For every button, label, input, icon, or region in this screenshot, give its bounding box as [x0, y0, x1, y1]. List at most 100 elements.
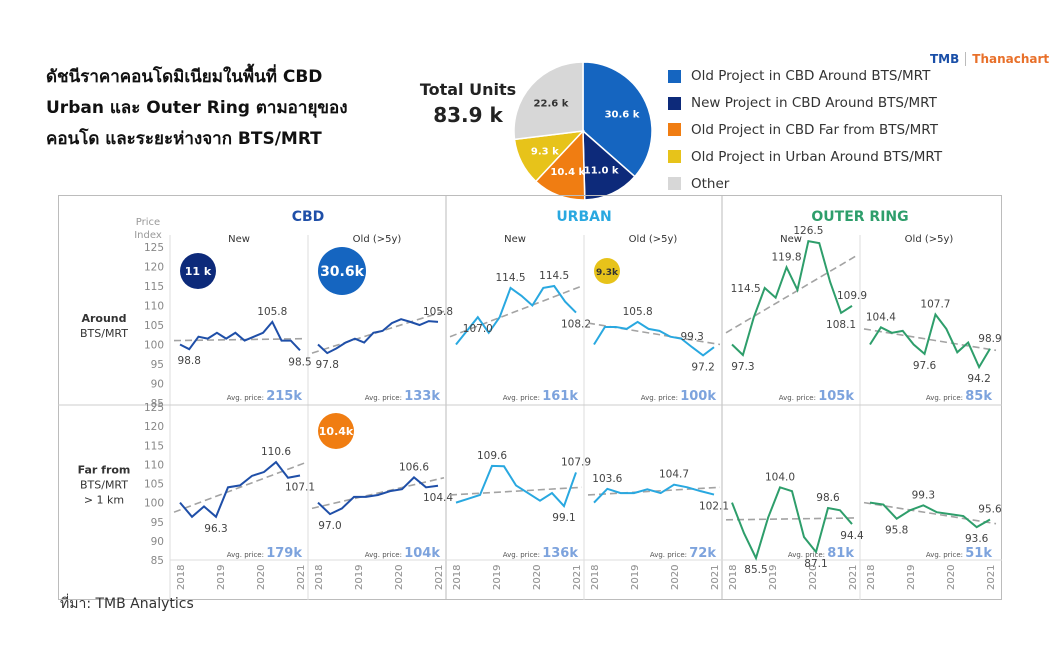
pie-legend: Old Project in CBD Around BTS/MRT New Pr…: [668, 63, 942, 197]
y-tick-label: 110: [144, 459, 164, 471]
y-tick-label: 125: [144, 242, 164, 254]
avg-price: Avg. price: 51k: [926, 546, 993, 561]
index-line: [593, 483, 715, 504]
legend-label: New Project in CBD Around BTS/MRT: [691, 95, 937, 112]
tmb-logo: TMB: [930, 52, 960, 66]
pie-slice-label: 9.3 k: [531, 146, 559, 157]
avg-price-value: 81k: [827, 546, 854, 561]
data-label: 98.9: [978, 333, 1001, 345]
y-tick-label: 100: [144, 340, 164, 352]
legend-label: Old Project in Urban Around BTS/MRT: [691, 148, 943, 165]
x-tick-label: 2021: [710, 565, 721, 590]
y-tick-label: 105: [144, 479, 164, 491]
legend-swatch: [668, 150, 681, 164]
x-tick-label: 2019: [354, 565, 365, 590]
avg-price: Avg. price: 179k: [227, 546, 303, 561]
pie-slice-label: 11.0 k: [584, 166, 619, 177]
y-tick-label: 85: [151, 555, 164, 567]
index-line: [179, 460, 301, 519]
avg-price: Avg. price: 104k: [365, 546, 441, 561]
legend-label: Old Project in CBD Far from BTS/MRT: [691, 121, 938, 138]
avg-price-prefix: Avg. price:: [503, 394, 542, 402]
x-tick-label: 2018: [866, 565, 877, 590]
brand-logo: TMB Thanachart: [930, 52, 1049, 66]
data-label: 97.8: [316, 359, 339, 371]
x-tick-label: 2018: [176, 565, 187, 590]
data-label: 98.6: [816, 492, 840, 504]
avg-price-value: 133k: [404, 389, 440, 404]
data-label: 93.6: [965, 533, 989, 545]
data-label: 107.9: [561, 456, 591, 468]
legend-item: Old Project in CBD Around BTS/MRT: [668, 63, 942, 90]
data-label: 95.6: [978, 503, 1002, 515]
brand-divider: [965, 52, 967, 66]
index-line: [731, 486, 853, 561]
x-tick-label: 2021: [572, 565, 583, 590]
avg-price: Avg. price: 85k: [926, 389, 993, 404]
unit-badge: [594, 258, 620, 284]
avg-price-value: 104k: [404, 546, 440, 561]
column-label: Old (>5y): [353, 234, 402, 245]
x-tick-label: 2019: [216, 565, 227, 590]
data-label: 99.3: [912, 489, 935, 501]
index-line: [593, 320, 715, 357]
row-label: Far from: [78, 464, 131, 477]
avg-price: Avg. price: 81k: [788, 546, 855, 561]
pie-slice: [513, 61, 584, 141]
title-line: คอนโด และระยะห่างจาก BTS/MRT: [46, 129, 322, 149]
x-tick-label: 2021: [296, 565, 307, 590]
unit-badge: [180, 253, 216, 289]
data-label: 109.6: [477, 450, 507, 462]
trend-line: [449, 486, 583, 496]
x-tick-label: 2018: [728, 565, 739, 590]
x-tick-label: 2020: [532, 565, 543, 590]
x-tick-label: 2020: [946, 565, 957, 590]
data-label: 97.0: [318, 520, 341, 532]
avg-price-value: 179k: [266, 546, 302, 561]
avg-price-prefix: Avg. price:: [227, 394, 266, 402]
avg-price-value: 161k: [542, 389, 578, 404]
index-line: [869, 312, 991, 370]
index-line: [455, 464, 577, 508]
trend-line: [449, 285, 583, 338]
y-axis-title: Index: [134, 230, 162, 241]
avg-price-value: 85k: [965, 389, 992, 404]
data-label: 96.3: [204, 523, 227, 535]
x-tick-label: 2021: [848, 565, 859, 590]
x-tick-label: 2019: [630, 565, 641, 590]
x-tick-label: 2019: [906, 565, 917, 590]
y-tick-label: 120: [144, 421, 164, 433]
index-line: [731, 239, 853, 357]
unit-badge: [318, 413, 354, 449]
x-tick-label: 2018: [452, 565, 463, 590]
avg-price-value: 215k: [266, 389, 302, 404]
x-tick-label: 2019: [492, 565, 503, 590]
x-tick-label: 2020: [670, 565, 681, 590]
data-label: 99.1: [552, 512, 575, 524]
avg-price-value: 72k: [689, 546, 716, 561]
x-tick-label: 2021: [296, 565, 307, 590]
data-label: 104.4: [423, 492, 453, 504]
data-label: 85.5: [744, 564, 767, 576]
data-label: 108.1: [826, 319, 856, 331]
data-label: 107.7: [920, 298, 950, 310]
x-tick-label: 2018: [866, 565, 877, 590]
y-tick-label: 95: [151, 359, 164, 371]
legend-label: Old Project in CBD Around BTS/MRT: [691, 68, 931, 85]
pie-slice-label: 22.6 k: [534, 99, 569, 110]
x-tick-label: 2020: [394, 565, 405, 590]
x-tick-label: 2018: [728, 565, 739, 590]
y-tick-label: 85: [151, 398, 164, 410]
data-label: 105.8: [423, 306, 453, 318]
avg-price-prefix: Avg. price:: [227, 551, 266, 559]
data-label: 97.6: [913, 360, 937, 372]
data-label: 104.0: [765, 471, 795, 483]
data-label: 107.0: [463, 323, 493, 335]
data-label: 94.2: [967, 373, 990, 385]
trend-line: [173, 461, 307, 513]
avg-price: Avg. price: 133k: [365, 389, 441, 404]
y-tick-label: 115: [144, 281, 164, 293]
column-label: New: [228, 234, 250, 245]
row-label: Around: [81, 312, 126, 325]
x-tick-label: 2020: [946, 565, 957, 590]
